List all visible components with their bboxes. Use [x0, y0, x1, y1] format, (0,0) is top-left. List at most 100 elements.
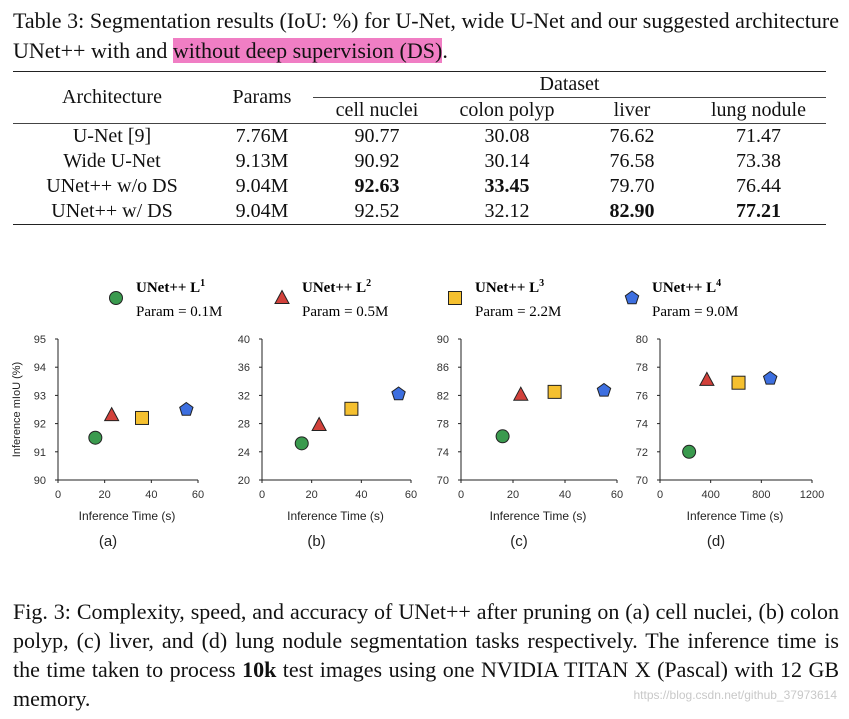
header-architecture: Architecture — [13, 71, 211, 124]
legend-marker-triangle — [274, 289, 290, 304]
x-axis-label: Inference Time (s) — [687, 509, 784, 523]
results-table: Architecture Params Dataset cell nuclei … — [13, 71, 826, 225]
x-tick-label: 20 — [306, 489, 318, 501]
table-row: U-Net [9] 7.76M 90.77 30.08 76.62 71.47 — [13, 123, 826, 149]
cell-value: 92.52 — [313, 199, 441, 225]
y-axis-label: Inference mIoU (%) — [11, 362, 23, 457]
cell-value: 71.47 — [691, 123, 826, 149]
legend-param: Param = 0.5M — [302, 304, 388, 320]
x-tick-label: 60 — [611, 489, 623, 501]
legend-marker-pentagon — [624, 290, 640, 305]
y-tick-label: 70 — [636, 475, 648, 487]
panel-label: (d) — [707, 533, 725, 550]
legend-marker-circle — [109, 291, 123, 305]
data-point — [547, 384, 562, 399]
data-point — [391, 386, 406, 401]
data-point — [682, 444, 697, 459]
cell-value: 32.12 — [441, 199, 573, 225]
table-header-row: Architecture Params Dataset — [13, 71, 826, 124]
table-row: UNet++ w/o DS 9.04M 92.63 33.45 79.70 76… — [13, 174, 826, 199]
table-caption-highlight: without deep supervision (DS) — [172, 38, 443, 63]
chart-panel-b: 20 24 28 32 36 40 0 20 40 60 Inference Time (s) (b) — [238, 334, 417, 550]
y-tick-label: 74 — [437, 447, 449, 459]
x-tick-label: 0 — [657, 489, 663, 501]
cell-value: 90.77 — [313, 123, 441, 149]
header-dataset-1: colon polyp — [459, 99, 555, 121]
legend: UNet++ L1 Param = 0.1M UNet++ L2 Param = 0.… — [109, 278, 738, 320]
y-tick-label: 36 — [238, 362, 250, 374]
legend-title: UNet++ L3 — [475, 278, 544, 296]
legend-title: UNet++ L1 — [136, 278, 205, 296]
y-tick-label: 78 — [437, 419, 449, 431]
legend-param: Param = 9.0M — [652, 304, 738, 320]
panel-label: (a) — [99, 533, 117, 550]
cell-value: 30.08 — [441, 123, 573, 149]
data-point — [135, 410, 149, 425]
y-tick-label: 32 — [238, 390, 250, 402]
legend-marker-square — [448, 291, 462, 305]
data-point — [731, 375, 746, 390]
header-dataset-2: liver — [613, 99, 651, 121]
y-tick-label: 74 — [636, 419, 648, 431]
header-dataset-3: lung nodule — [711, 99, 806, 121]
legend-title: UNet++ L4 — [652, 278, 721, 296]
y-tick-label: 78 — [636, 362, 648, 374]
data-point — [699, 371, 715, 386]
pruning-figure: UNet++ L1 Param = 0.1M UNet++ L2 Param = 0.… — [11, 278, 824, 550]
x-tick-label: 0 — [458, 489, 464, 501]
x-tick-label: 0 — [259, 489, 265, 501]
x-tick-label: 800 — [752, 489, 770, 501]
figure-caption-text-end: test images using one NVIDIA TITAN X (Pa… — [13, 657, 839, 711]
x-axis-label: Inference Time (s) — [79, 509, 176, 523]
legend-sup: 3 — [539, 278, 544, 289]
figure-caption: Fig. 3: Complexity, speed, and accuracy … — [13, 597, 839, 713]
panel-label: (c) — [510, 533, 528, 550]
cell-params: 9.04M — [211, 199, 313, 225]
chart-panel-c: 70 74 78 82 86 90 0 20 40 60 Inference Time (s) (c) — [437, 334, 623, 550]
cell-arch: UNet++ w/o DS — [46, 175, 178, 197]
cell-value: 30.14 — [484, 150, 530, 172]
data-point — [596, 382, 612, 397]
data-point — [103, 406, 120, 422]
cell-value: 82.90 — [573, 199, 691, 225]
y-tick-label: 40 — [238, 334, 250, 346]
cell-arch: UNet++ w/ DS — [13, 199, 211, 225]
y-tick-label: 86 — [437, 362, 449, 374]
y-tick-label: 20 — [238, 475, 250, 487]
data-point — [311, 416, 327, 432]
y-tick-label: 92 — [34, 419, 46, 431]
table-row: Wide U-Net 9.13M 90.92 30.14 76.58 73.38 — [13, 149, 826, 174]
legend-item: UNet++ L3 Param = 2.2M — [448, 278, 561, 320]
cell-value: 79.70 — [609, 175, 655, 197]
y-tick-label: 90 — [437, 334, 449, 346]
header-params: Params — [211, 71, 313, 124]
x-tick-label: 40 — [559, 489, 571, 501]
watermark: https://blog.csdn.net/github_37973614 — [633, 688, 838, 702]
x-tick-label: 40 — [145, 489, 157, 501]
legend-sup: 1 — [200, 278, 205, 289]
x-axis-label: Inference Time (s) — [490, 509, 587, 523]
y-tick-label: 80 — [636, 334, 648, 346]
cell-arch: U-Net [9] — [13, 123, 211, 149]
y-tick-label: 91 — [34, 447, 46, 459]
legend-param: Param = 0.1M — [136, 304, 222, 320]
legend-item: UNet++ L2 Param = 0.5M — [274, 278, 388, 320]
legend-sup: 4 — [716, 278, 721, 289]
legend-param: Param = 2.2M — [475, 304, 561, 320]
x-tick-label: 0 — [55, 489, 61, 501]
data-point — [495, 429, 510, 444]
cell-params: 7.76M — [211, 123, 313, 149]
data-point — [294, 436, 309, 451]
panel-label: (b) — [307, 533, 325, 550]
cell-params: 9.04M — [235, 175, 289, 197]
cell-value: 76.58 — [609, 150, 655, 172]
y-tick-label: 82 — [437, 390, 449, 402]
data-point — [512, 386, 529, 401]
x-tick-label: 20 — [507, 489, 519, 501]
figure-caption-text: Fig. 3: Complexity, speed, and accuracy … — [13, 599, 839, 682]
figure-caption-bold: 10k — [242, 657, 277, 682]
cell-value: 76.44 — [736, 175, 781, 197]
y-tick-label: 94 — [34, 362, 46, 374]
cell-params: 9.13M — [235, 150, 289, 172]
